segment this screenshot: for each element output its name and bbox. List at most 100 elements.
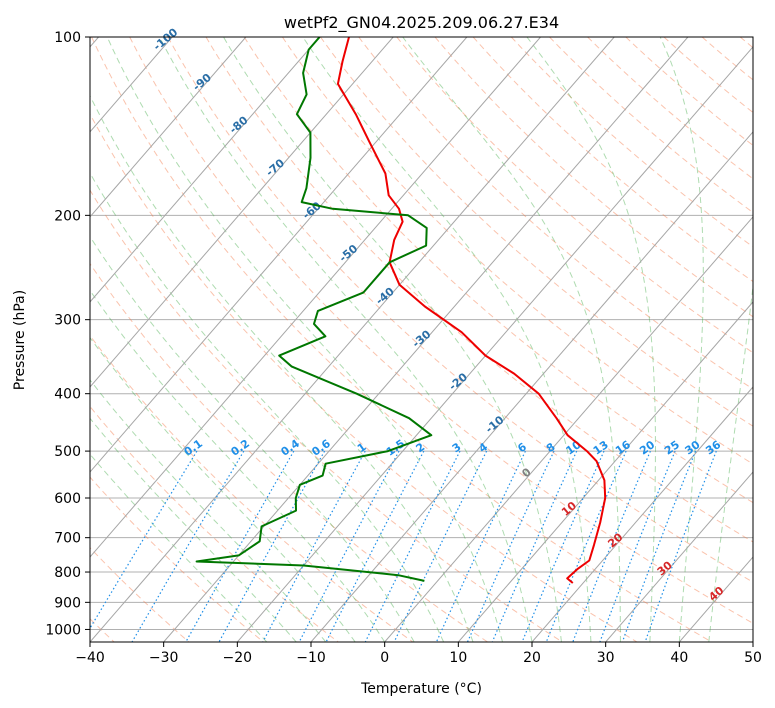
- isotherm-label: -20: [446, 370, 470, 393]
- dry-adiabat-line: [396, 37, 753, 354]
- background-lines: [90, 37, 753, 642]
- mixing-ratio-line: [466, 450, 555, 642]
- y-tick-label: 500: [54, 444, 81, 460]
- moist-adiabat-line: [659, 37, 704, 642]
- plot-frame: [89, 36, 754, 643]
- moist-adiabat-line: [402, 37, 621, 642]
- moist-adiabat-line: [106, 37, 503, 642]
- y-tick-label: 300: [54, 313, 81, 329]
- x-axis: −40 −30 −20 −10 0 10 20 30 40 50: [75, 642, 762, 666]
- x-tick-label: −20: [223, 650, 253, 666]
- isotherm-line: [90, 37, 468, 473]
- mixing-ratio-label: 16: [613, 438, 633, 458]
- isotherm-line: [163, 37, 689, 642]
- y-tick-label: 600: [54, 491, 81, 507]
- mixing-ratio-label: 13: [591, 438, 611, 457]
- x-tick-label: 50: [744, 650, 762, 666]
- mixing-ratio-line: [218, 450, 326, 642]
- x-tick-label: 40: [670, 650, 688, 666]
- y-axis: 1000 900 800 700 600 500 400 300 200 100: [45, 30, 90, 638]
- mixing-ratio-label: 20: [637, 438, 657, 458]
- profile-series: [195, 37, 607, 584]
- dry-adiabat-line: [434, 37, 753, 318]
- mixing-ratio-label: 0.6: [309, 437, 333, 459]
- mixing-ratio-line: [262, 450, 366, 642]
- mixing-ratio-line: [644, 450, 717, 642]
- isotherm-line: [236, 46, 753, 642]
- x-axis-label: Temperature (°C): [360, 681, 482, 697]
- isotherm-label: 40: [706, 584, 726, 604]
- y-tick-label: 200: [54, 208, 81, 224]
- mixing-ratio-label: 6: [515, 440, 529, 455]
- dry-adiabat-line: [625, 37, 753, 146]
- mixing-ratio-line: [364, 450, 461, 642]
- dry-adiabat-line: [510, 37, 753, 248]
- mixing-ratio-label: 8: [544, 440, 558, 455]
- moist-adiabat-line: [90, 94, 474, 642]
- moist-adiabat-line: [90, 336, 356, 642]
- dry-adiabat-line: [205, 37, 753, 543]
- mixing-ratio-line: [185, 450, 295, 642]
- isotherm-label: -80: [227, 113, 251, 136]
- dry-adiabat-line: [701, 37, 753, 81]
- dry-adiabat-line: [90, 405, 339, 642]
- isotherm-line: [678, 556, 753, 642]
- x-tick-label: 20: [523, 650, 541, 666]
- x-tick-label: 0: [380, 650, 389, 666]
- isotherm-line: [90, 37, 541, 558]
- mixing-ratio-line: [435, 450, 526, 642]
- x-tick-label: −30: [149, 650, 179, 666]
- x-tick-label: −10: [296, 650, 326, 666]
- dry-adiabat-line: [587, 37, 753, 180]
- moist-adiabat-line: [223, 37, 562, 642]
- temperature-profile-line: [336, 37, 607, 584]
- isotherm-label: -50: [337, 242, 361, 265]
- moist-adiabat-line: [90, 379, 327, 642]
- dry-adiabat-line: [739, 37, 753, 49]
- moist-adiabat-line: [302, 37, 592, 642]
- mixing-ratio-label: 2: [414, 440, 428, 455]
- dewpoint-profile-line: [195, 37, 433, 582]
- mixing-ratio-line: [298, 450, 400, 642]
- dry-adiabat-line: [472, 37, 753, 283]
- chart-title: wetPf2_GN04.2025.209.06.27.E34: [284, 13, 559, 33]
- dry-adiabat-line: [281, 37, 753, 465]
- isotherm-label: 10: [559, 499, 579, 519]
- y-tick-label: 800: [54, 565, 81, 581]
- x-tick-label: 10: [449, 650, 467, 666]
- mixing-ratio-label: 30: [682, 438, 702, 458]
- y-tick-label: 400: [54, 387, 81, 403]
- mixing-ratio-label: 4: [476, 440, 490, 455]
- moist-adiabat-line: [90, 453, 268, 642]
- moist-adiabat-line: [90, 417, 297, 642]
- isotherm-line: [752, 641, 753, 642]
- mixing-ratio-line: [325, 450, 425, 642]
- isotherm-label: -90: [190, 71, 214, 94]
- isotherm-line: [90, 37, 615, 642]
- moist-adiabat-line: [90, 289, 386, 642]
- isotherm-line: [310, 131, 753, 642]
- isotherm-label: -40: [373, 285, 397, 308]
- isotherm-line: [457, 301, 753, 642]
- isotherm-label: -100: [151, 25, 181, 53]
- dry-adiabat-line: [243, 37, 753, 504]
- dry-adiabat-line: [90, 334, 414, 642]
- dry-adiabat-line: [167, 37, 753, 583]
- x-tick-label: −40: [75, 650, 105, 666]
- isotherm-line: [90, 37, 320, 303]
- mixing-ratio-line: [393, 450, 488, 642]
- isotherm-label: 20: [605, 530, 625, 550]
- dry-adiabat-line: [320, 37, 753, 427]
- y-axis-label: Pressure (hPa): [12, 290, 28, 390]
- dry-adiabat-line: [90, 189, 563, 642]
- mixing-ratio-line: [621, 450, 697, 642]
- y-tick-label: 900: [54, 595, 81, 611]
- dry-adiabat-line: [91, 37, 712, 642]
- isotherm-line: [90, 37, 394, 388]
- mixing-ratio-label: 25: [662, 438, 682, 457]
- y-tick-label: 100: [54, 30, 81, 46]
- isotherm-line: [531, 386, 753, 642]
- dry-adiabat-line: [358, 37, 753, 390]
- dry-adiabat-line: [129, 37, 753, 624]
